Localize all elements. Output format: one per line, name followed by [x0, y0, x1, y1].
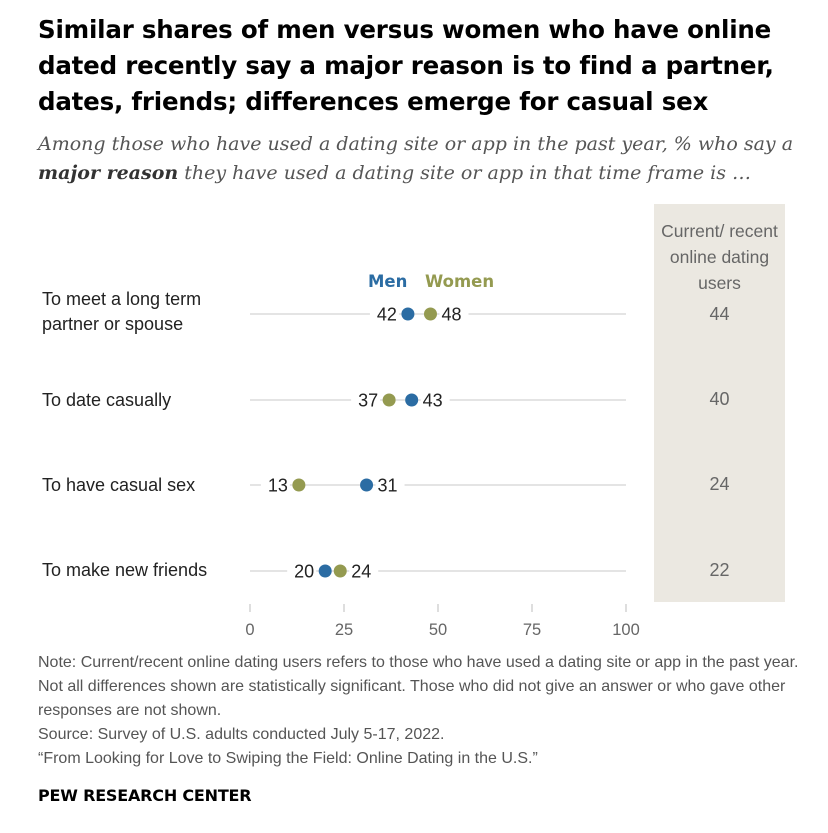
source-text: Source: Survey of U.S. adults conducted …: [38, 726, 445, 743]
legend-men: Men: [368, 272, 408, 291]
row-label-1: To date casually: [42, 390, 172, 410]
dot-women-3: [333, 564, 347, 578]
value-label-women-1: 37: [358, 391, 378, 411]
total-column-panel: [654, 204, 785, 602]
label-bg-men-3: [287, 560, 317, 582]
total-value-1: 40: [709, 389, 730, 409]
row-label-2: To have casual sex: [42, 475, 196, 495]
value-label-men-0: 42: [377, 305, 397, 325]
x-tick-label-4: 100: [612, 621, 640, 639]
notes-block: Note: Current/recent online dating users…: [38, 651, 808, 771]
value-label-women-2: 13: [268, 476, 288, 496]
label-bg-men-0: [369, 303, 399, 325]
label-bg-men-1: [420, 389, 450, 411]
subtitle-post: they have used a dating site or app in t…: [178, 162, 751, 184]
x-tick-label-3: 75: [523, 621, 541, 639]
total-value-3: 22: [709, 560, 730, 580]
value-label-men-2: 31: [378, 476, 398, 496]
legend-women: Women: [425, 272, 495, 291]
chart-subtitle: Among those who have used a dating site …: [38, 130, 818, 188]
dot-men-0: [401, 307, 415, 321]
x-tick-label-2: 50: [429, 621, 447, 639]
label-bg-women-0: [439, 303, 469, 325]
dot-women-0: [423, 307, 437, 321]
dot-women-1: [382, 393, 396, 407]
value-label-women-3: 24: [351, 562, 371, 582]
dot-men-1: [405, 393, 419, 407]
chart-title: Similar shares of men versus women who h…: [38, 15, 774, 116]
row-label-3: To make new friends: [42, 560, 208, 580]
x-tick-label-1: 25: [335, 621, 353, 639]
subtitle-pre: Among those who have used a dating site …: [38, 133, 794, 155]
label-bg-women-2: [260, 474, 290, 496]
label-bg-men-2: [375, 474, 405, 496]
total-column-header: Current/ recent online dating users: [661, 221, 778, 293]
value-label-men-3: 20: [294, 562, 314, 582]
report-text: “From Looking for Love to Swiping the Fi…: [38, 750, 538, 767]
dot-men-2: [360, 478, 374, 492]
brand-logo-text: PEW RESEARCH CENTER: [38, 786, 252, 805]
value-label-men-1: 43: [423, 391, 443, 411]
value-label-women-0: 48: [441, 305, 461, 325]
x-tick-label-0: 0: [245, 621, 254, 639]
dot-women-2: [292, 478, 306, 492]
total-value-2: 24: [709, 474, 730, 494]
dot-men-3: [318, 564, 332, 578]
subtitle-bold: major reason: [38, 162, 179, 184]
label-bg-women-3: [349, 560, 379, 582]
label-bg-women-1: [351, 389, 381, 411]
row-label-0: To meet a long term partner or spouse: [42, 289, 202, 334]
note-text: Note: Current/recent online dating users…: [38, 654, 799, 719]
total-value-0: 44: [709, 304, 730, 324]
